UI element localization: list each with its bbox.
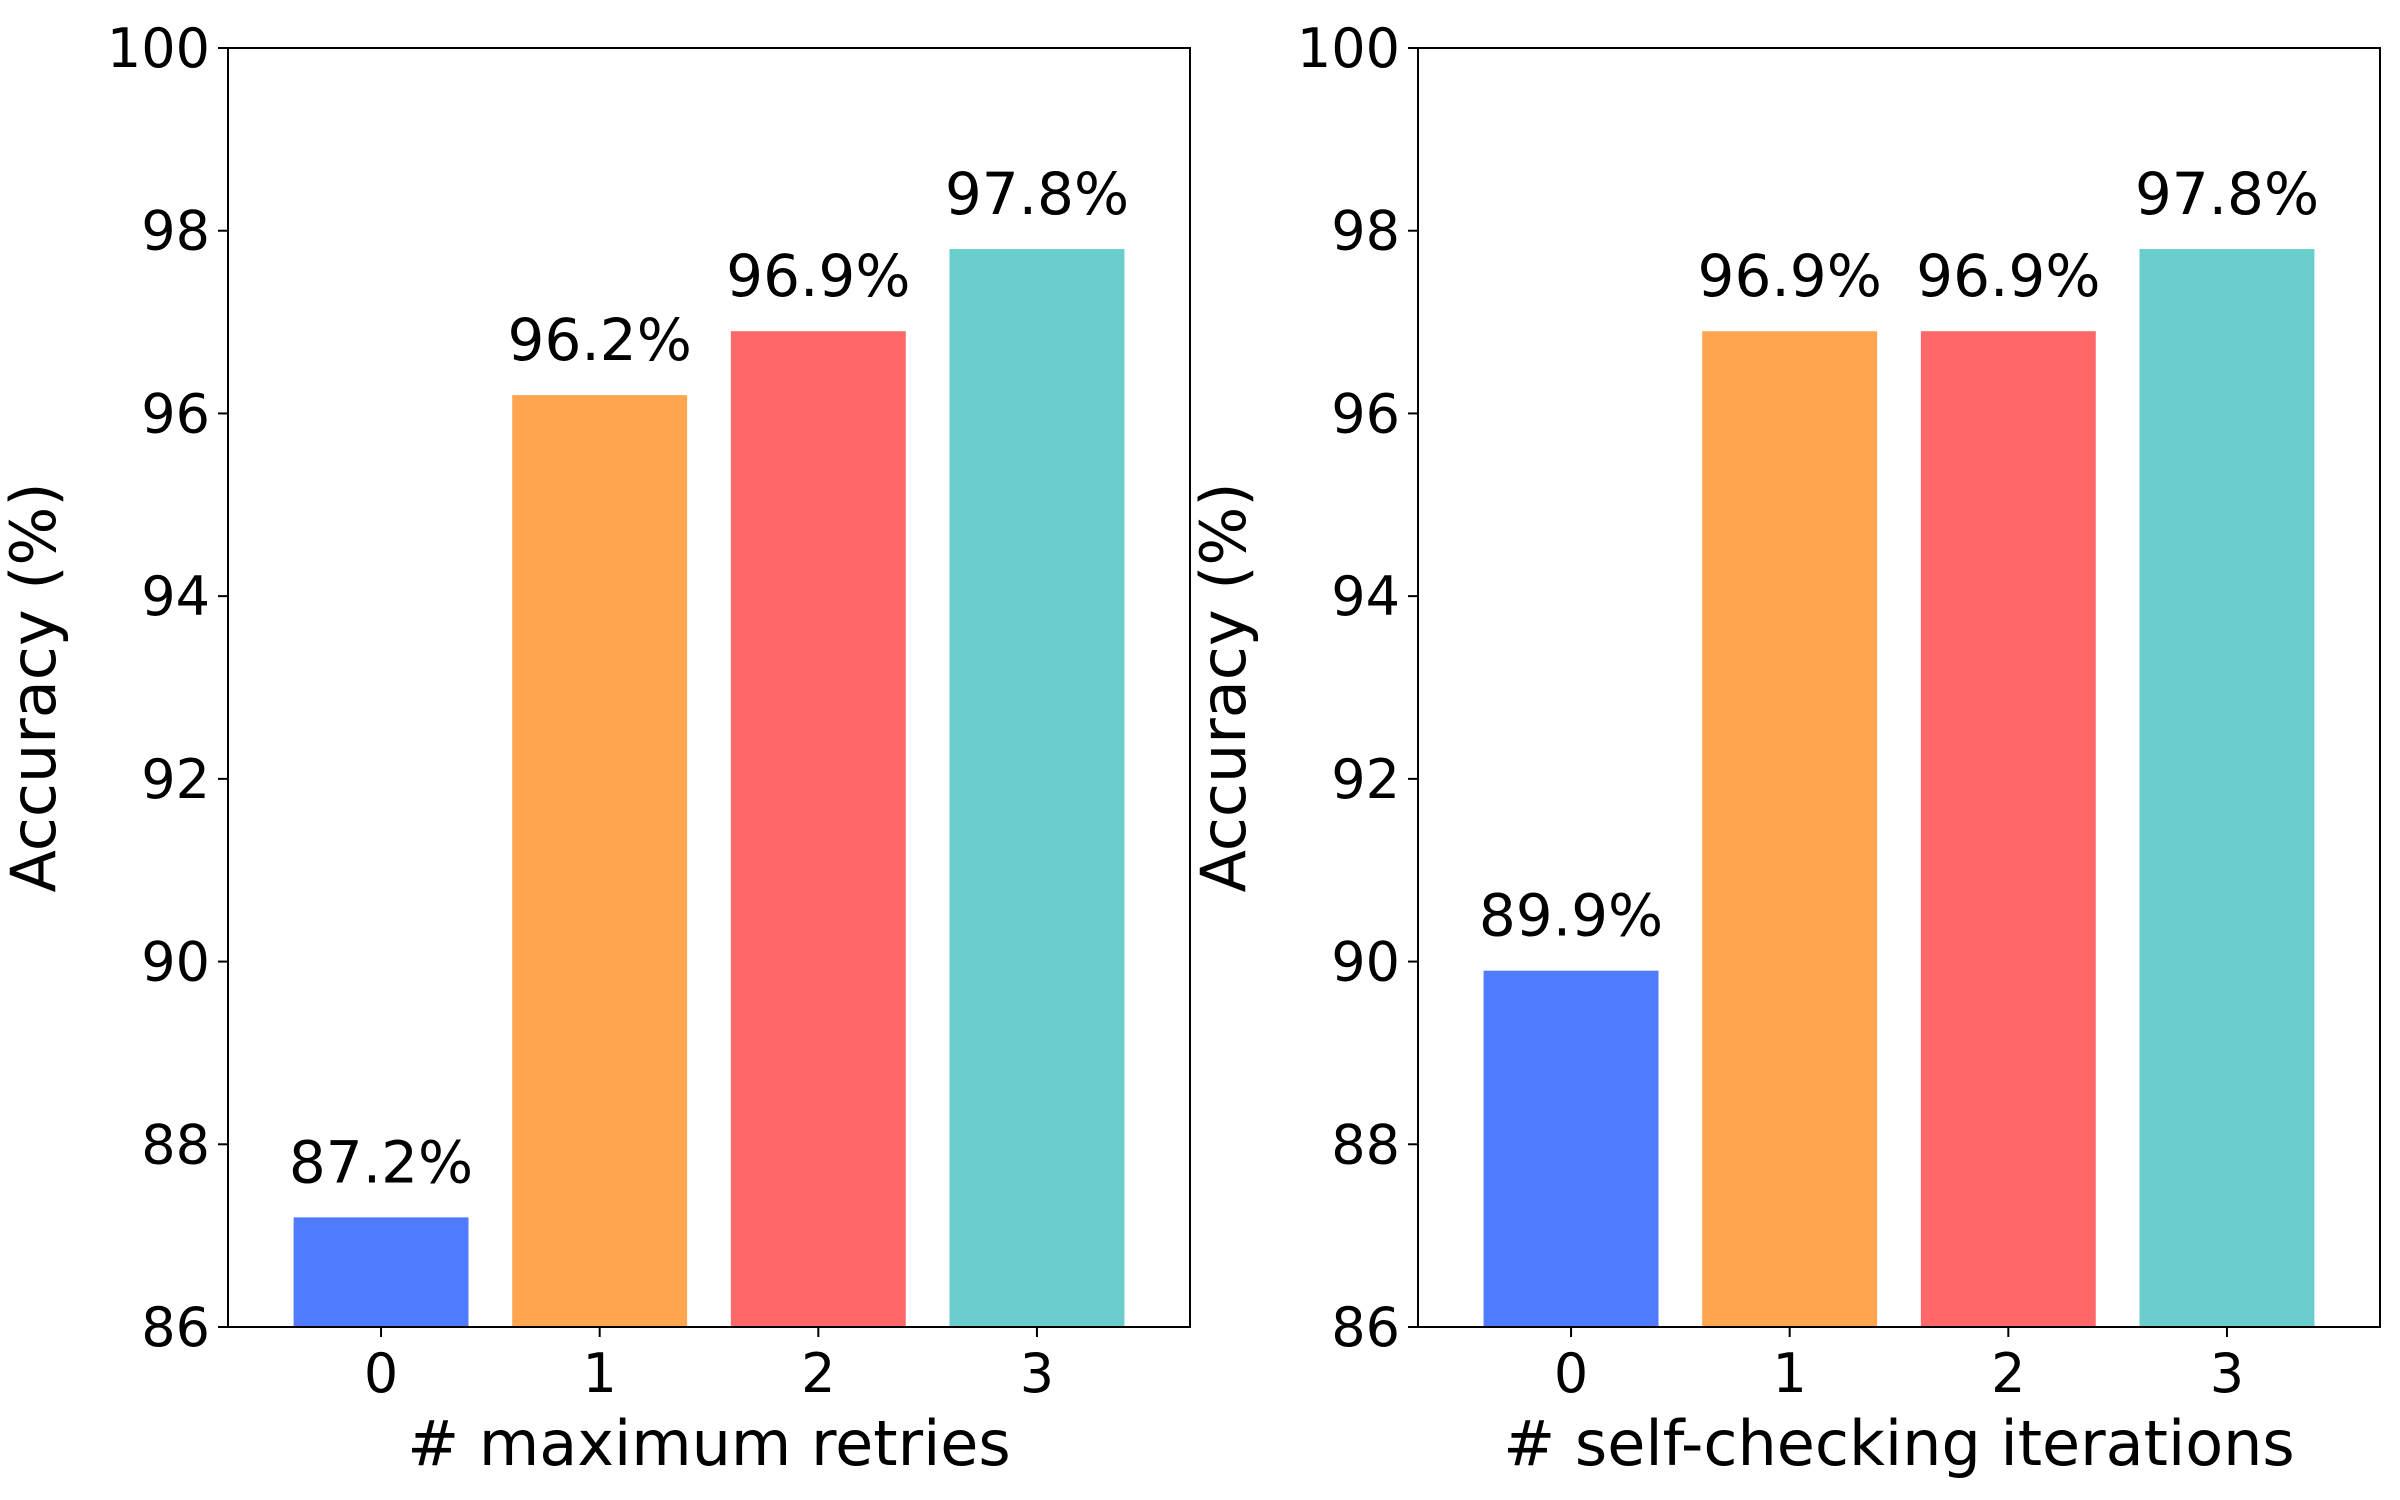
left-bar-label-1: 96.2% <box>508 306 692 374</box>
left-xtick-label-2: 2 <box>801 1342 835 1405</box>
left-ytick-label-96: 96 <box>141 382 210 445</box>
chart-right: 89.9% 96.9% 96.9% 97.8% 86 88 90 92 94 96 98 100 0 1 2… <box>1187 17 2380 1480</box>
right-bar-label-1: 96.9% <box>1698 242 1882 310</box>
right-ytick-label-92: 92 <box>1331 748 1400 811</box>
left-bar-label-3: 97.8% <box>945 160 1129 228</box>
right-ytick-label-96: 96 <box>1331 382 1400 445</box>
left-bar-label-0: 87.2% <box>289 1128 473 1196</box>
right-ytick-label-94: 94 <box>1331 565 1400 628</box>
right-xtick-label-2: 2 <box>1991 1342 2025 1405</box>
left-ytick-label-92: 92 <box>141 748 210 811</box>
right-x-axis-label: # self-checking iterations <box>1503 1407 2294 1480</box>
right-ytick-label-86: 86 <box>1331 1296 1400 1359</box>
right-ytick-label-90: 90 <box>1331 931 1400 994</box>
left-ytick-label-94: 94 <box>141 565 210 628</box>
left-xtick-label-3: 3 <box>1020 1342 1054 1405</box>
right-ytick-label-88: 88 <box>1331 1113 1400 1176</box>
left-ytick-label-90: 90 <box>141 931 210 994</box>
right-bar-label-0: 89.9% <box>1479 882 1663 950</box>
right-ytick-label-100: 100 <box>1297 17 1400 80</box>
left-x-axis-label: # maximum retries <box>407 1407 1011 1480</box>
right-ytick-label-98: 98 <box>1331 200 1400 263</box>
left-xtick-label-0: 0 <box>364 1342 398 1405</box>
right-bar-1 <box>1702 331 1877 1327</box>
left-ytick-label-86: 86 <box>141 1296 210 1359</box>
left-bar-label-2: 96.9% <box>726 242 910 310</box>
left-bar-3 <box>950 249 1125 1327</box>
right-bar-label-2: 96.9% <box>1916 242 2100 310</box>
right-bar-3 <box>2140 249 2315 1327</box>
left-ytick-label-88: 88 <box>141 1113 210 1176</box>
left-ytick-label-98: 98 <box>141 200 210 263</box>
left-bar-1 <box>512 395 687 1327</box>
right-bar-label-3: 97.8% <box>2135 160 2319 228</box>
right-xtick-label-0: 0 <box>1554 1342 1588 1405</box>
right-xtick-label-3: 3 <box>2210 1342 2244 1405</box>
right-xtick-label-1: 1 <box>1773 1342 1807 1405</box>
left-ytick-label-100: 100 <box>107 17 210 80</box>
left-bar-0 <box>294 1217 469 1327</box>
left-y-axis-label: Accuracy (%) <box>0 482 70 892</box>
right-y-axis-label: Accuracy (%) <box>1187 482 1260 892</box>
left-bar-2 <box>731 331 906 1327</box>
right-bar-0 <box>1484 971 1659 1327</box>
left-xtick-label-1: 1 <box>583 1342 617 1405</box>
right-bar-2 <box>1921 331 2096 1327</box>
chart-left: 87.2% 96.2% 96.9% 97.8% 86 88 90 92 94 96 98 100 0 1 2… <box>0 17 1190 1480</box>
